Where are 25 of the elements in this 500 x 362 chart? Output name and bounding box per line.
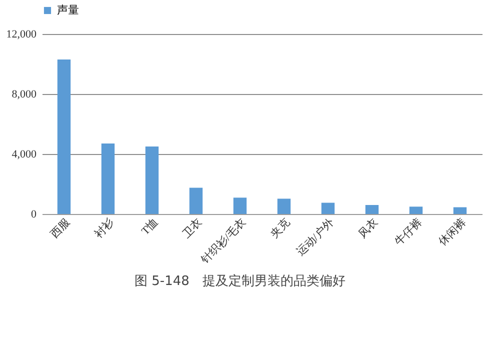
x-tick-label: 卫衣 (180, 216, 204, 241)
x-tick-label: T恤 (139, 216, 160, 238)
x-tick-label: 休闲裤 (436, 216, 468, 248)
caption: 图 5-148 提及定制男装的品类偏好 (134, 273, 346, 290)
bar (145, 146, 159, 214)
y-tick-label: 0 (31, 208, 37, 220)
legend-label: 声量 (57, 4, 79, 16)
x-tick-label: 运动/户外 (294, 216, 336, 258)
bar (189, 188, 203, 214)
bar (101, 144, 115, 214)
x-tick-label: 风衣 (356, 216, 380, 241)
bar (409, 206, 423, 214)
x-tick-label: 夹克 (268, 216, 292, 241)
x-tick-label: 衬衫 (92, 216, 116, 241)
y-tick-label: 4,000 (12, 148, 37, 160)
bar (57, 60, 71, 214)
bar (321, 202, 335, 214)
bar (453, 207, 467, 214)
y-tick-label: 8,000 (12, 88, 37, 100)
y-tick-label: 12,000 (6, 28, 37, 40)
bar (277, 198, 291, 214)
x-tick-label: 西服 (48, 216, 72, 241)
x-tick-label: 牛仔裤 (392, 216, 424, 248)
bar (365, 205, 379, 214)
bar (233, 198, 247, 214)
